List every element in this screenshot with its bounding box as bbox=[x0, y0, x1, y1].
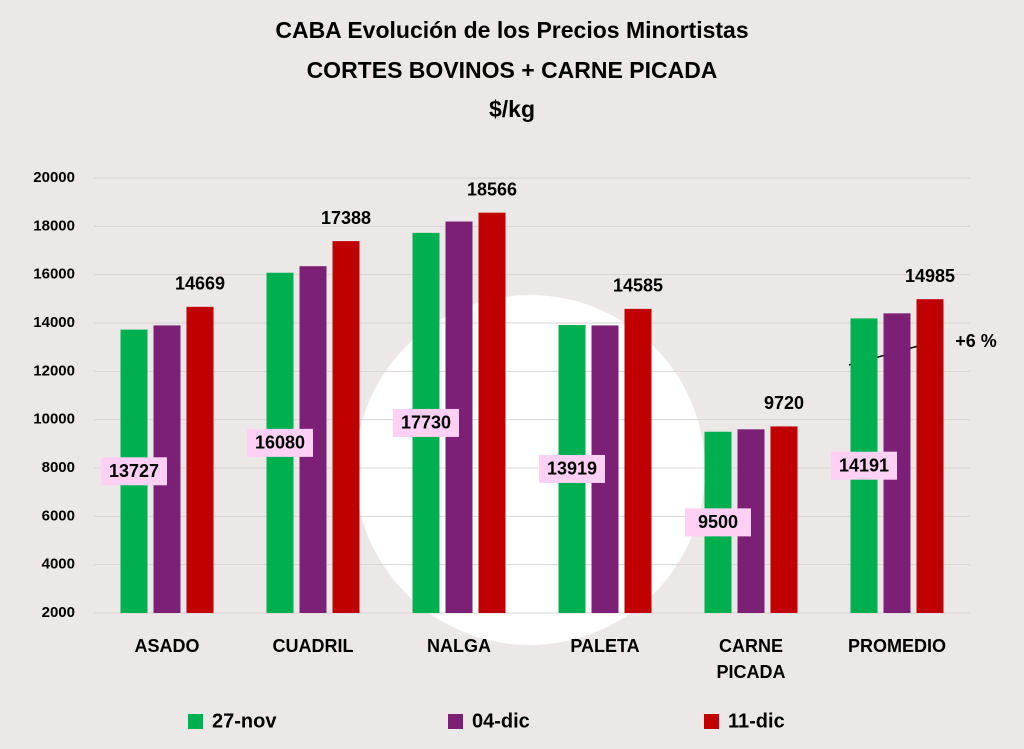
y-tick-label: 12000 bbox=[33, 362, 75, 379]
value-label-box bbox=[247, 428, 313, 457]
legend-swatch bbox=[704, 714, 719, 729]
bar bbox=[332, 241, 360, 613]
value-label: 9720 bbox=[764, 393, 804, 413]
y-tick-label: 4000 bbox=[42, 556, 75, 573]
x-tick-label: ASADO bbox=[134, 636, 200, 656]
value-label-box bbox=[101, 457, 167, 486]
value-label: 13919 bbox=[547, 459, 597, 479]
watermark bbox=[355, 295, 705, 645]
y-tick-label: 14000 bbox=[33, 314, 75, 331]
x-tick-label: NALGA bbox=[427, 636, 491, 656]
x-tick-label: CARNE PICADA bbox=[716, 636, 786, 682]
value-label-box bbox=[685, 508, 751, 537]
annotation: +6 % bbox=[955, 331, 997, 351]
value-label-box bbox=[539, 454, 605, 483]
value-label: 14985 bbox=[905, 266, 955, 286]
legend-swatch bbox=[448, 714, 463, 729]
value-label: 14191 bbox=[839, 455, 889, 475]
unit-label: $/kg bbox=[489, 96, 535, 122]
value-label: 16080 bbox=[255, 433, 305, 453]
y-tick-label: 6000 bbox=[42, 507, 75, 524]
legend-label: 27-nov bbox=[212, 710, 277, 732]
value-label: 17388 bbox=[321, 208, 371, 228]
value-label: 13727 bbox=[109, 461, 159, 481]
y-tick-label: 2000 bbox=[42, 604, 75, 621]
y-tick-label: 20000 bbox=[33, 169, 75, 186]
value-label: 18566 bbox=[467, 179, 517, 199]
bar bbox=[916, 299, 944, 613]
x-tick-label: CUADRIL bbox=[272, 636, 354, 656]
y-tick-label: 16000 bbox=[33, 266, 75, 283]
chart-subtitle: CORTES BOVINOS + CARNE PICADA bbox=[307, 57, 718, 83]
legend-label: 11-dic bbox=[728, 710, 785, 732]
bar bbox=[478, 212, 506, 613]
legend-swatch bbox=[188, 714, 203, 729]
grid: 2000 4000 6000 8000 10000 12000 14000 16000 1800… bbox=[33, 169, 970, 621]
value-label: 17730 bbox=[401, 413, 451, 433]
value-label: 14669 bbox=[175, 274, 225, 294]
bar bbox=[186, 306, 214, 613]
y-tick-label: 18000 bbox=[33, 217, 75, 234]
legend-label: 04-dic bbox=[472, 710, 530, 732]
value-label-box bbox=[393, 408, 459, 437]
x-tick-label: PALETA bbox=[570, 636, 640, 656]
y-tick-label: 10000 bbox=[33, 411, 75, 428]
chart-title: CABA Evolución de los Precios Minortista… bbox=[275, 17, 748, 43]
value-label: 9500 bbox=[698, 512, 738, 532]
value-label-box bbox=[831, 451, 897, 480]
value-label: 14585 bbox=[613, 276, 663, 296]
bar bbox=[624, 308, 652, 613]
bar bbox=[770, 426, 798, 613]
y-tick-label: 8000 bbox=[42, 459, 75, 476]
x-tick-label: PROMEDIO bbox=[847, 636, 946, 656]
